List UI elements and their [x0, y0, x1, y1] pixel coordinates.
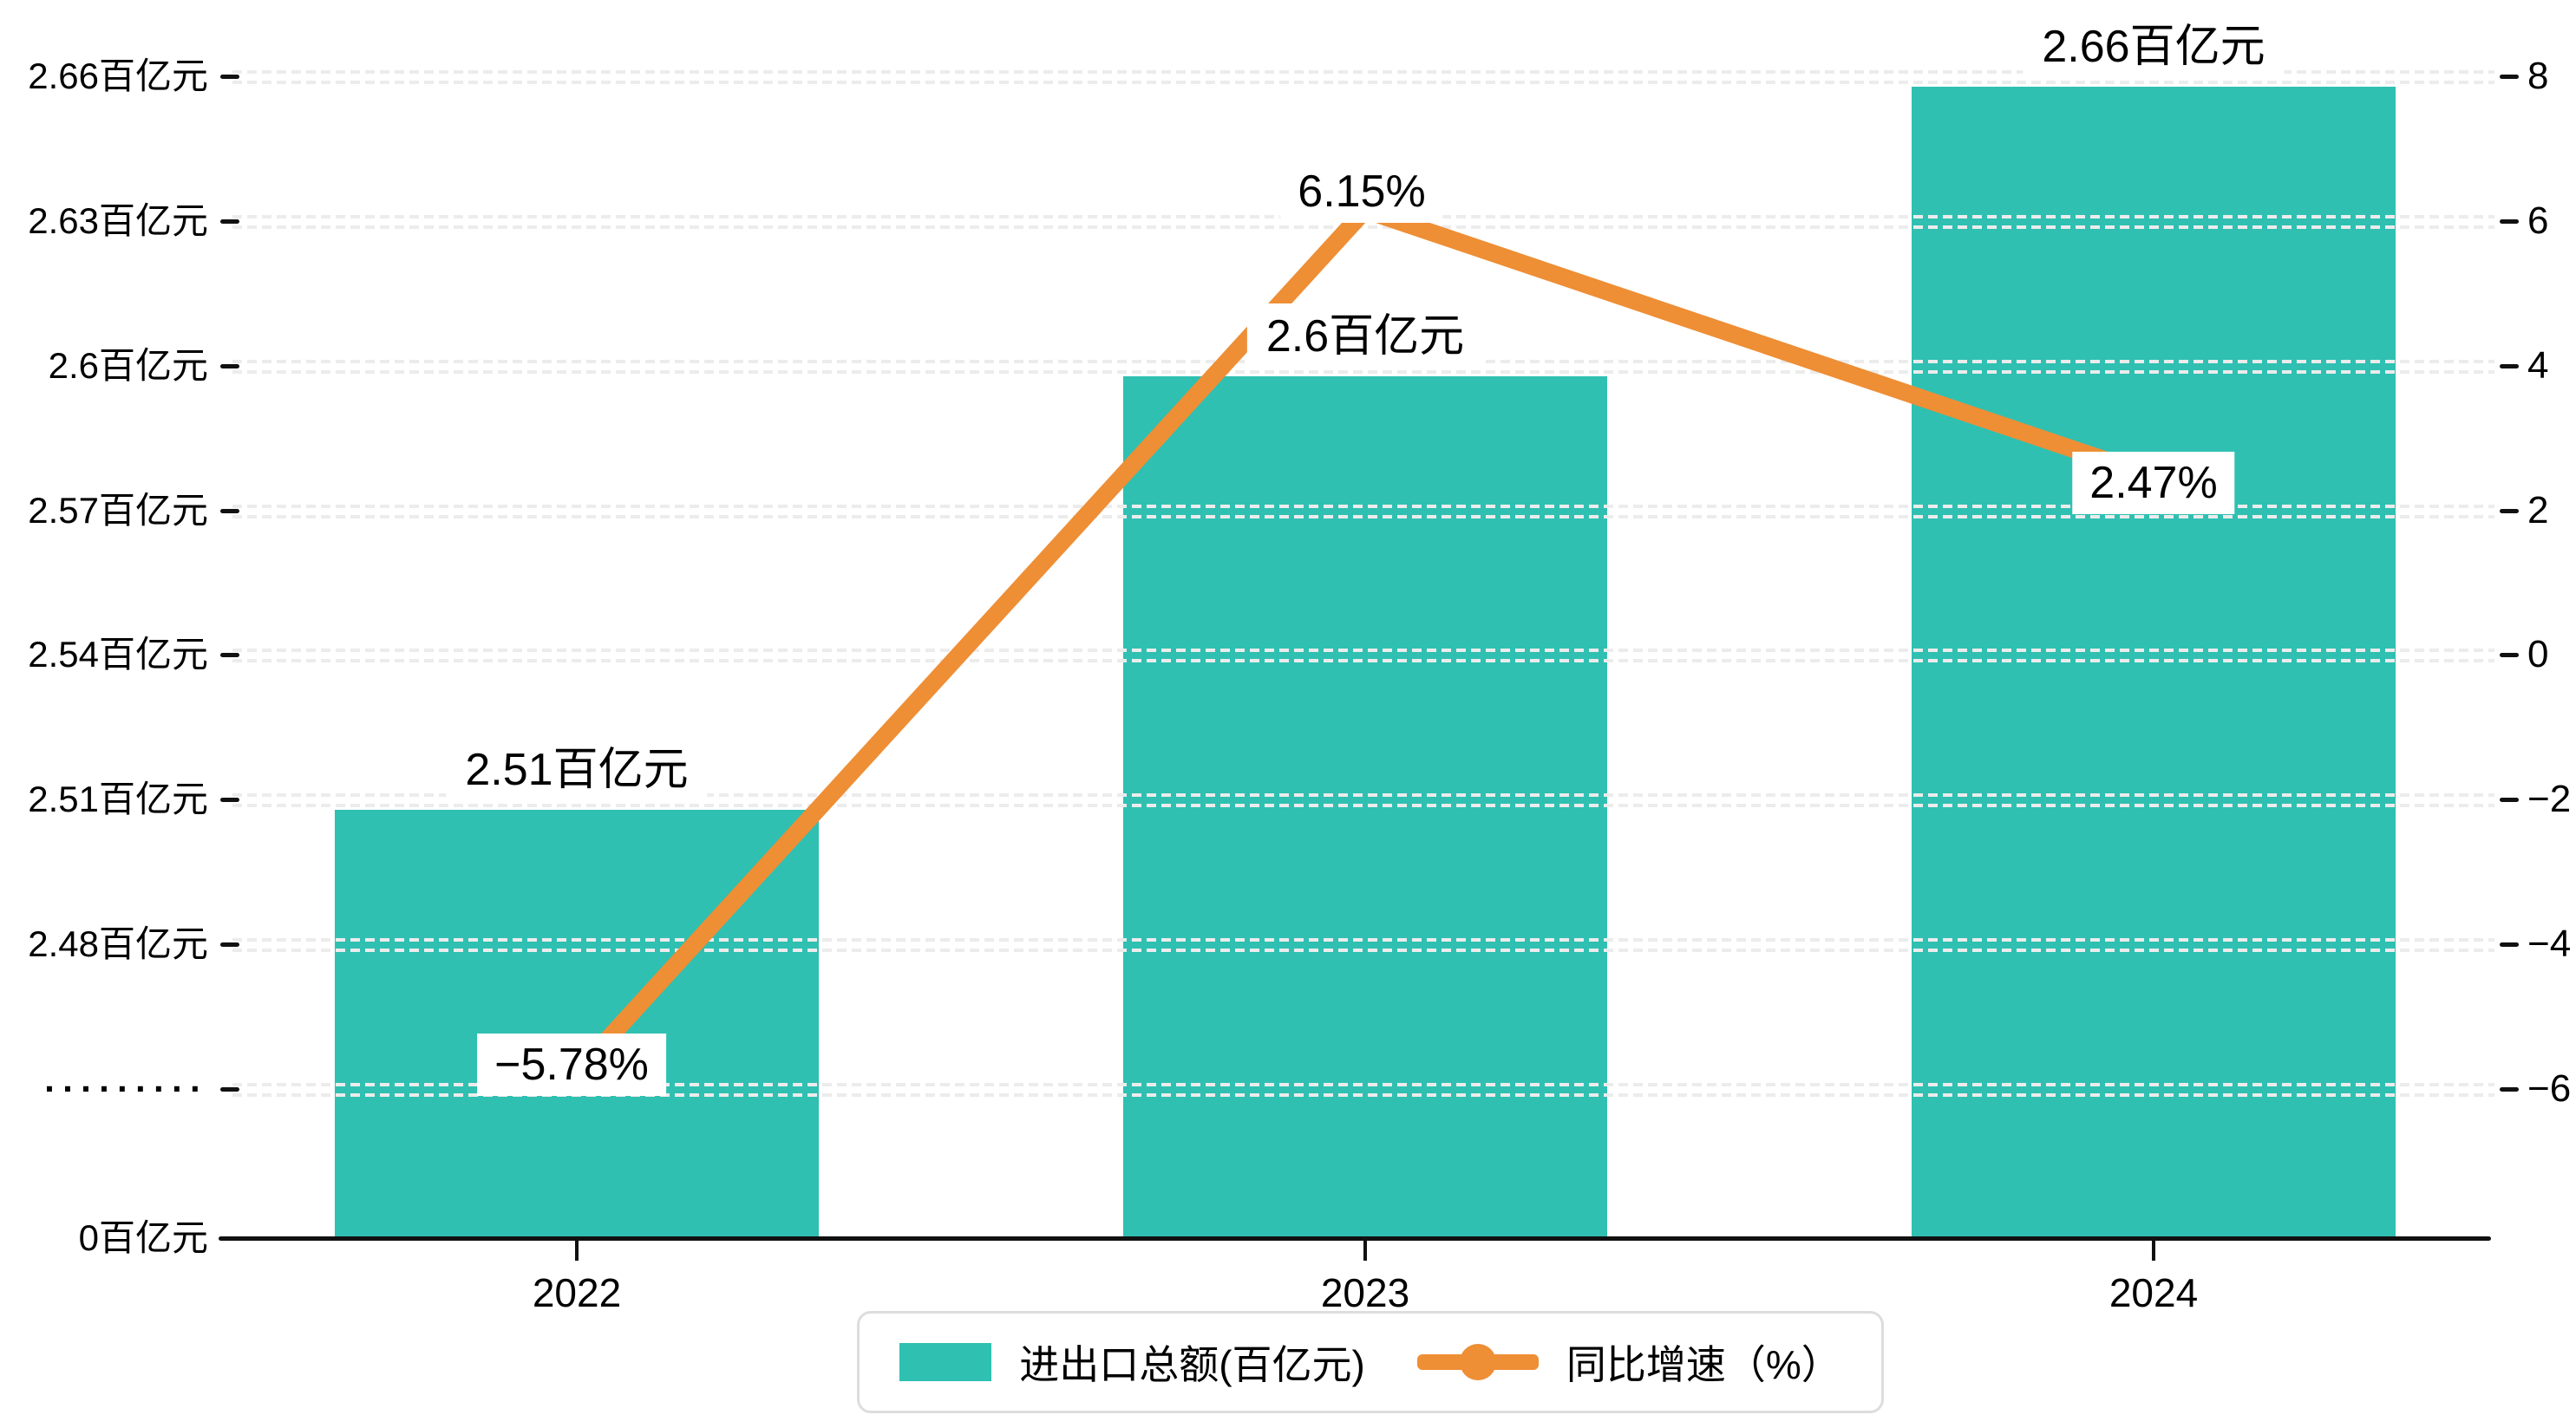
- right-axis-tick-label: −6: [2527, 1067, 2572, 1111]
- right-axis-tick-mark: [2500, 1087, 2519, 1092]
- gridline: [232, 81, 2494, 84]
- legend-item-growth: 同比增速（%）: [1416, 1333, 1841, 1391]
- gridline: [232, 369, 2494, 374]
- right-axis-tick-mark: [2500, 363, 2519, 368]
- y-axis-tick-mark: [220, 75, 239, 79]
- bar-swatch-icon: [899, 1343, 992, 1381]
- right-axis-tick-mark: [2500, 942, 2519, 948]
- gridline: [232, 804, 2494, 808]
- legend-growth-label: 同比增速（%）: [1566, 1342, 1841, 1387]
- y-axis-tick-label: 2.51百亿元: [28, 779, 208, 820]
- gridline: [232, 1083, 2494, 1087]
- bar-2022: [335, 810, 819, 1236]
- legend: 进出口总额(百亿元) 同比增速（%）: [857, 1311, 1884, 1413]
- bar-value-label-2022: 2.51百亿元: [446, 737, 708, 804]
- x-axis-label-2024: 2024: [2109, 1270, 2199, 1315]
- y-axis-tick-mark: [220, 1087, 239, 1092]
- x-axis-line: [219, 1236, 2491, 1241]
- gridline: [232, 225, 2494, 229]
- growth-label-2024: 2.47%: [2072, 452, 2235, 515]
- line-marker-dot: [1459, 1344, 1496, 1380]
- gridline: [232, 504, 2494, 508]
- x-axis-label-2023: 2023: [1320, 1270, 1410, 1315]
- y-axis-tick-label: 2.57百亿元: [28, 489, 208, 531]
- right-axis-tick-label: 0: [2527, 633, 2549, 676]
- right-axis-tick-mark: [2500, 75, 2519, 79]
- bar-value-label-2024: 2.66百亿元: [2023, 14, 2285, 80]
- legend-total-label: 进出口总额(百亿元): [1019, 1342, 1365, 1387]
- right-axis-tick-label: −4: [2527, 923, 2572, 966]
- legend-item-total: 进出口总额(百亿元): [899, 1333, 1365, 1391]
- y-axis-tick-mark: [220, 218, 239, 224]
- right-axis-tick-label: 2: [2527, 488, 2549, 531]
- gridline: [232, 1093, 2494, 1098]
- x-axis-label-2022: 2022: [532, 1270, 622, 1315]
- x-axis-tick-mark: [575, 1240, 579, 1261]
- right-axis-tick-mark: [2500, 218, 2519, 224]
- y-axis-tick-label: 2.54百亿元: [28, 634, 208, 675]
- gridline: [232, 70, 2494, 74]
- gridline: [232, 659, 2494, 663]
- y-axis-tick-label: 2.66百亿元: [28, 55, 208, 96]
- y-axis-tick-mark: [220, 798, 239, 803]
- right-axis-tick-label: −2: [2527, 778, 2572, 821]
- y-axis-origin-label: 0百亿元: [78, 1217, 208, 1258]
- growth-label-2022: −5.78%: [477, 1033, 666, 1096]
- x-axis-tick-mark: [1363, 1240, 1367, 1261]
- gridline: [232, 649, 2494, 653]
- y-axis-tick-label: 2.6百亿元: [48, 344, 208, 386]
- y-axis-tick-label: 2.48百亿元: [28, 923, 208, 965]
- right-axis-tick-mark: [2500, 508, 2519, 513]
- y-axis-tick-mark: [220, 653, 239, 658]
- right-axis-tick-label: 8: [2527, 55, 2549, 97]
- right-axis-tick-label: 4: [2527, 343, 2549, 387]
- gridline: [232, 514, 2494, 518]
- y-axis-tick-mark: [220, 363, 239, 368]
- gridline: [232, 938, 2494, 942]
- gridline: [232, 793, 2494, 798]
- gridline: [232, 949, 2494, 953]
- bar-value-label-2023: 2.6百亿元: [1246, 303, 1484, 369]
- right-axis-tick-mark: [2500, 798, 2519, 803]
- growth-label-2023: 6.15%: [1280, 160, 1443, 224]
- y-axis-tick-label: ·········: [44, 1068, 208, 1110]
- y-axis-tick-mark: [220, 508, 239, 513]
- line-dot-marker-icon: [1416, 1343, 1539, 1381]
- right-axis-tick-label: 6: [2527, 199, 2549, 242]
- right-axis-tick-mark: [2500, 653, 2519, 658]
- y-axis-tick-label: 2.63百亿元: [28, 199, 208, 241]
- x-axis-tick-mark: [2152, 1240, 2155, 1261]
- y-axis-tick-mark: [220, 942, 239, 948]
